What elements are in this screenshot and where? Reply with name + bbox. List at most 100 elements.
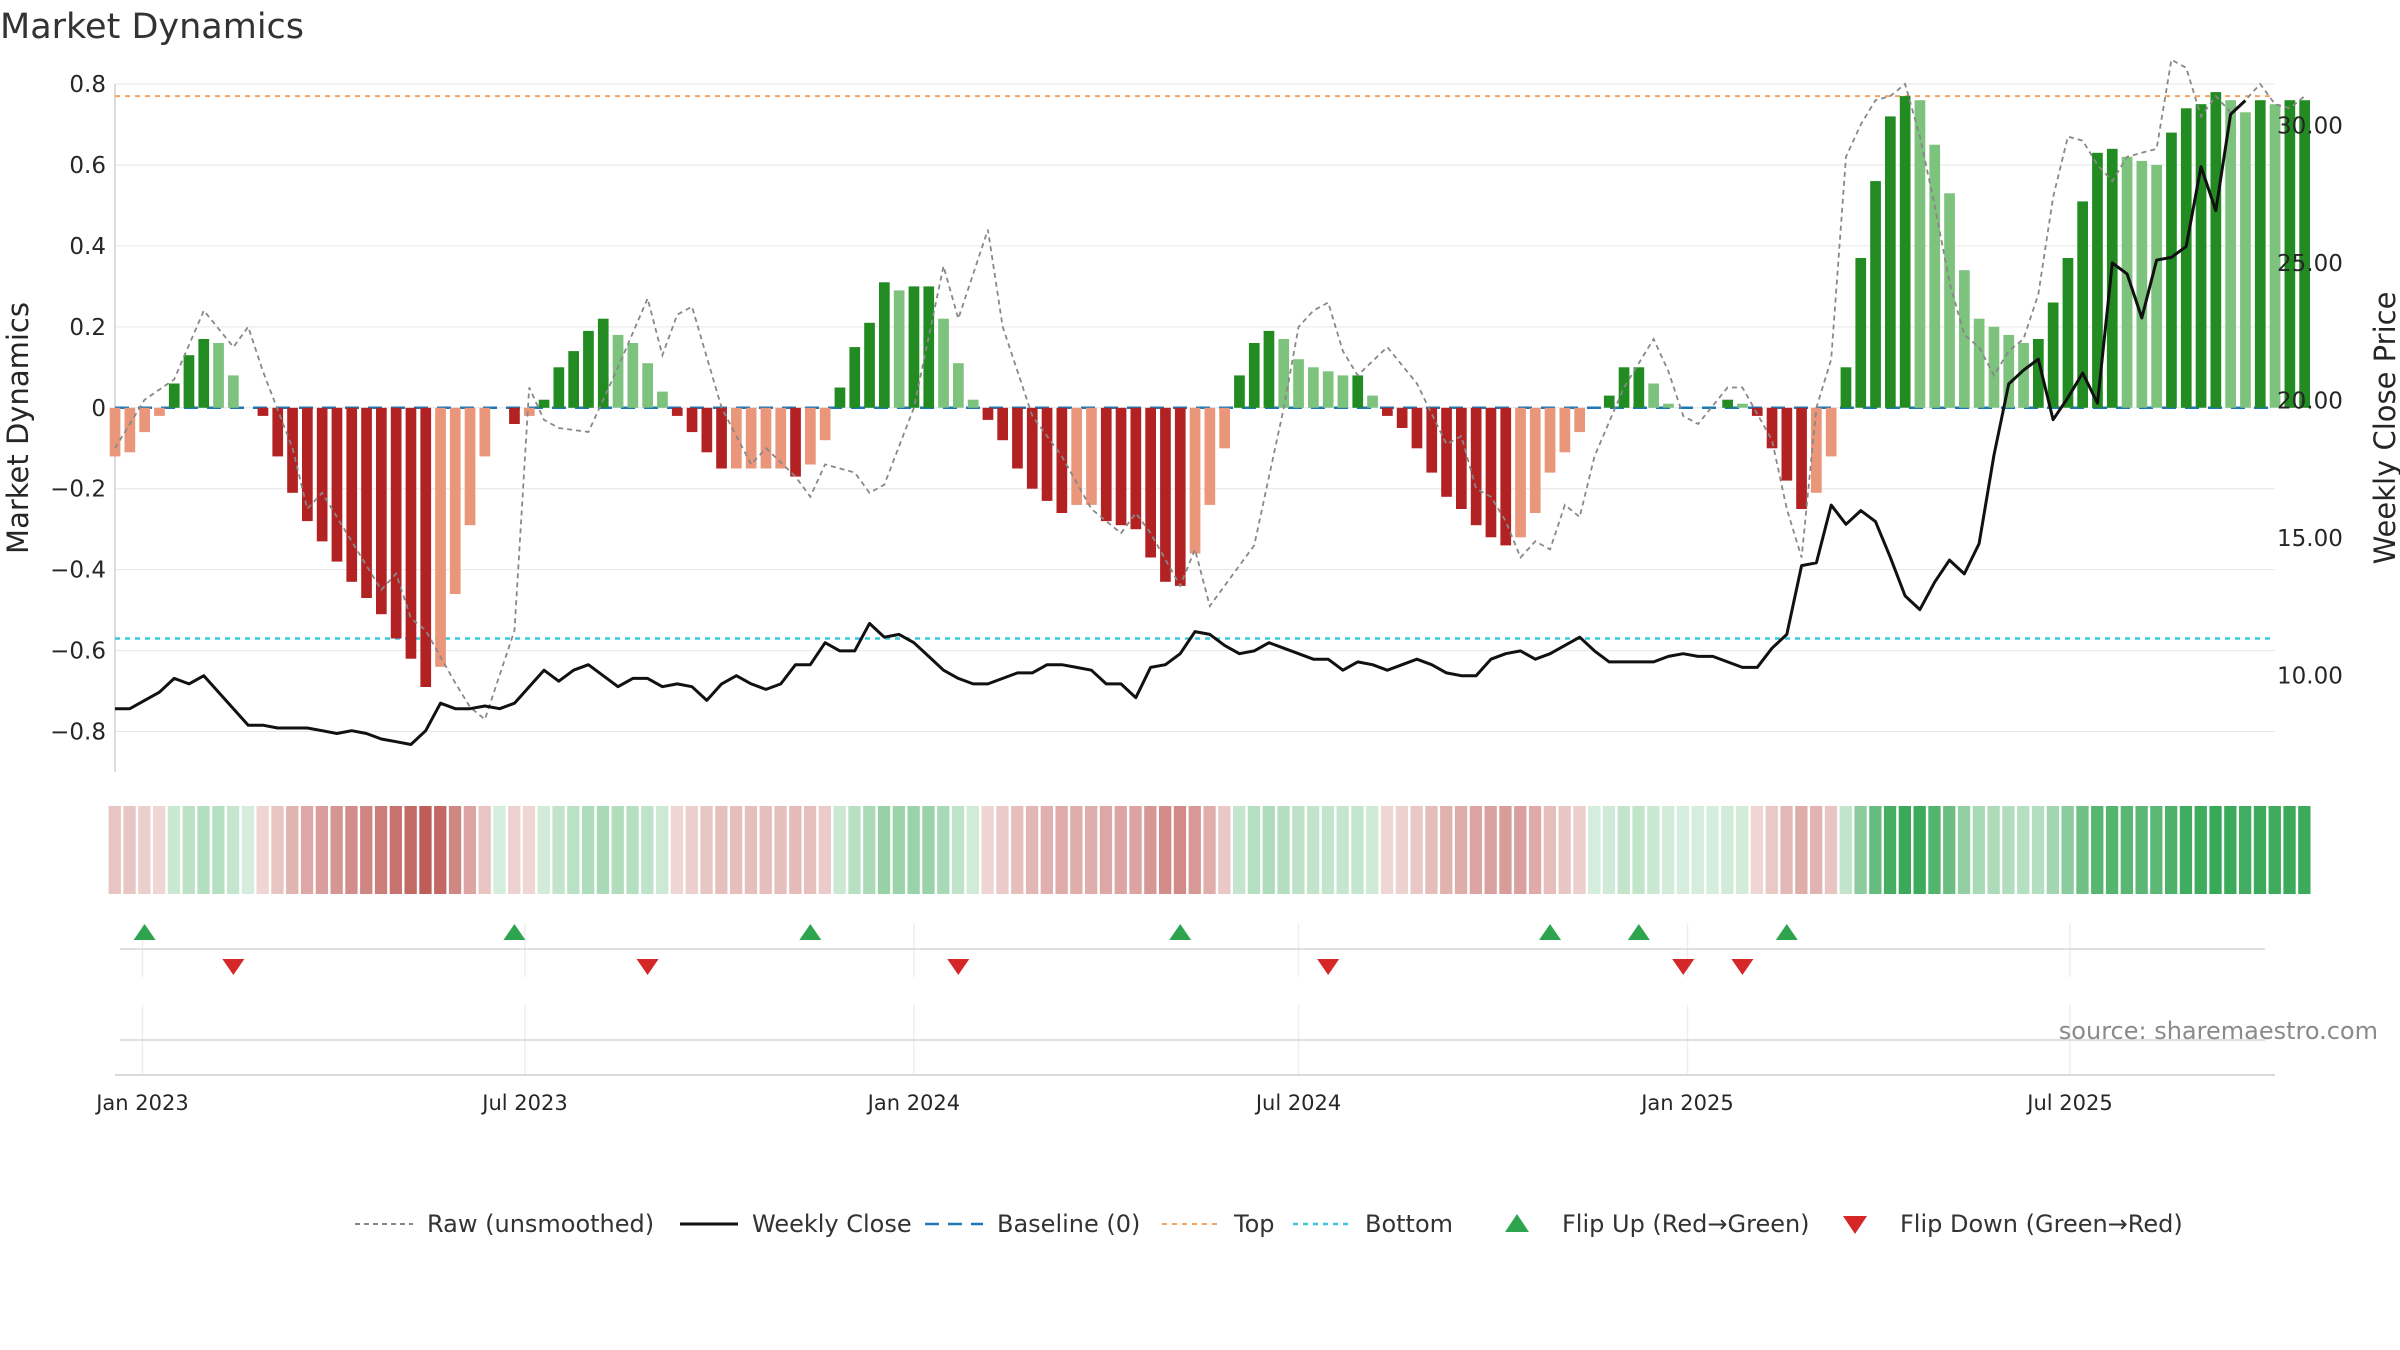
dynamics-bar <box>849 347 861 408</box>
regime-cell <box>1750 806 1764 894</box>
regime-cell <box>1854 806 1867 894</box>
regime-cell <box>1736 806 1749 894</box>
regime-cell <box>730 806 743 894</box>
flip-markers-panel <box>120 923 2265 977</box>
regime-cell <box>271 806 284 894</box>
flip-up-marker <box>1627 924 1650 940</box>
dynamics-bar <box>760 407 772 469</box>
dynamics-bar <box>1012 407 1023 469</box>
regime-cell <box>1159 806 1172 894</box>
x-tick-label: Jan 2023 <box>94 1091 189 1115</box>
regime-cell <box>2105 806 2119 894</box>
left-tick-label: −0.2 <box>50 477 106 503</box>
regime-cell <box>1632 806 1645 894</box>
dynamics-bar <box>1855 258 1867 408</box>
regime-cell <box>212 806 225 894</box>
flip-up-marker <box>1169 924 1192 940</box>
regime-cell <box>2150 806 2163 894</box>
regime-cell <box>759 806 772 894</box>
dynamics-bar <box>2018 343 2029 408</box>
regime-cell <box>700 806 713 894</box>
dynamics-bar <box>272 407 284 457</box>
flip-down-marker <box>1672 959 1695 975</box>
regime-cell <box>1336 806 1349 894</box>
regime-cell <box>1499 806 1512 894</box>
regime-cell <box>1233 806 1246 894</box>
x-tick-label: Jul 2024 <box>1254 1091 1341 1115</box>
regime-cell <box>197 806 210 894</box>
regime-cell <box>1706 806 1719 894</box>
regime-cell <box>996 806 1009 894</box>
flip-down-marker <box>222 959 245 975</box>
dynamics-bar <box>1411 407 1423 449</box>
right-axis: 30.00 25.00 20.00 15.00 10.00 <box>2277 113 2343 689</box>
dynamics-bar <box>1722 399 1733 408</box>
regime-cell <box>1129 806 1142 894</box>
regime-cell <box>907 806 920 894</box>
regime-cell <box>1558 806 1571 894</box>
dynamics-bar <box>657 391 668 408</box>
flip-up-marker <box>1775 924 1798 940</box>
legend-item: Top <box>1162 1210 1275 1238</box>
dynamics-bar <box>1145 407 1156 558</box>
regime-cell <box>1454 806 1468 894</box>
dynamics-bar <box>879 282 890 408</box>
dynamics-bar <box>1367 395 1378 408</box>
flip-down-marker <box>636 959 659 975</box>
dynamics-bar <box>361 407 372 598</box>
dynamics-bar <box>213 343 224 408</box>
regime-cell <box>508 806 521 894</box>
regime-cell <box>1070 806 1083 894</box>
regime-cell <box>1425 806 1438 894</box>
regime-cell <box>1972 806 1985 894</box>
regime-cell <box>789 806 802 894</box>
legend-label: Top <box>1233 1210 1275 1238</box>
dynamics-bar <box>1337 375 1349 408</box>
regime-cell <box>685 806 698 894</box>
dynamics-bar <box>331 407 343 562</box>
source-label: source: sharemaestro.com <box>2059 1017 2378 1045</box>
dynamics-bar <box>716 407 727 469</box>
dynamics-bar <box>1559 407 1571 453</box>
legend-label: Flip Down (Green→Red) <box>1900 1210 2183 1238</box>
legend-item: Weekly Close <box>680 1210 912 1238</box>
left-tick-label: 0 <box>91 396 106 422</box>
regime-cell <box>2268 806 2281 894</box>
dynamics-bar <box>538 399 550 408</box>
dynamics-bar <box>553 367 565 408</box>
dynamics-bar <box>1322 371 1334 408</box>
regime-cell <box>1321 806 1335 894</box>
regime-cell <box>1218 806 1231 894</box>
dynamics-bar <box>1086 407 1097 505</box>
regime-cell <box>108 806 121 894</box>
regime-cell <box>1114 806 1127 894</box>
dynamics-bars <box>109 92 2310 687</box>
regime-cell <box>1277 806 1290 894</box>
dynamics-bar <box>1115 407 1127 526</box>
regime-cell <box>670 806 684 894</box>
dynamics-bar <box>1396 407 1408 428</box>
dynamics-bar <box>1870 181 1881 408</box>
dynamics-bar <box>775 407 787 469</box>
regime-cell <box>582 806 595 894</box>
dynamics-bar <box>1456 407 1467 509</box>
dynamics-bar <box>642 363 653 408</box>
dynamics-bar <box>1100 407 1112 522</box>
regime-cell <box>818 806 831 894</box>
regime-cell <box>1528 806 1542 894</box>
regime-cell <box>2224 806 2237 894</box>
flip-down-marker <box>947 959 970 975</box>
regime-cell <box>182 806 195 894</box>
regime-cell <box>1913 806 1926 894</box>
dynamics-bar <box>1293 359 1304 408</box>
regime-cell <box>2239 806 2252 894</box>
left-tick-label: 0.4 <box>69 234 106 260</box>
regime-cell <box>2194 806 2207 894</box>
dynamics-bar <box>1500 407 1512 546</box>
dynamics-bar <box>1204 407 1216 505</box>
regime-cell <box>434 806 447 894</box>
dynamics-bar <box>154 407 165 416</box>
regime-cell <box>1484 806 1497 894</box>
regime-cell <box>493 806 506 894</box>
